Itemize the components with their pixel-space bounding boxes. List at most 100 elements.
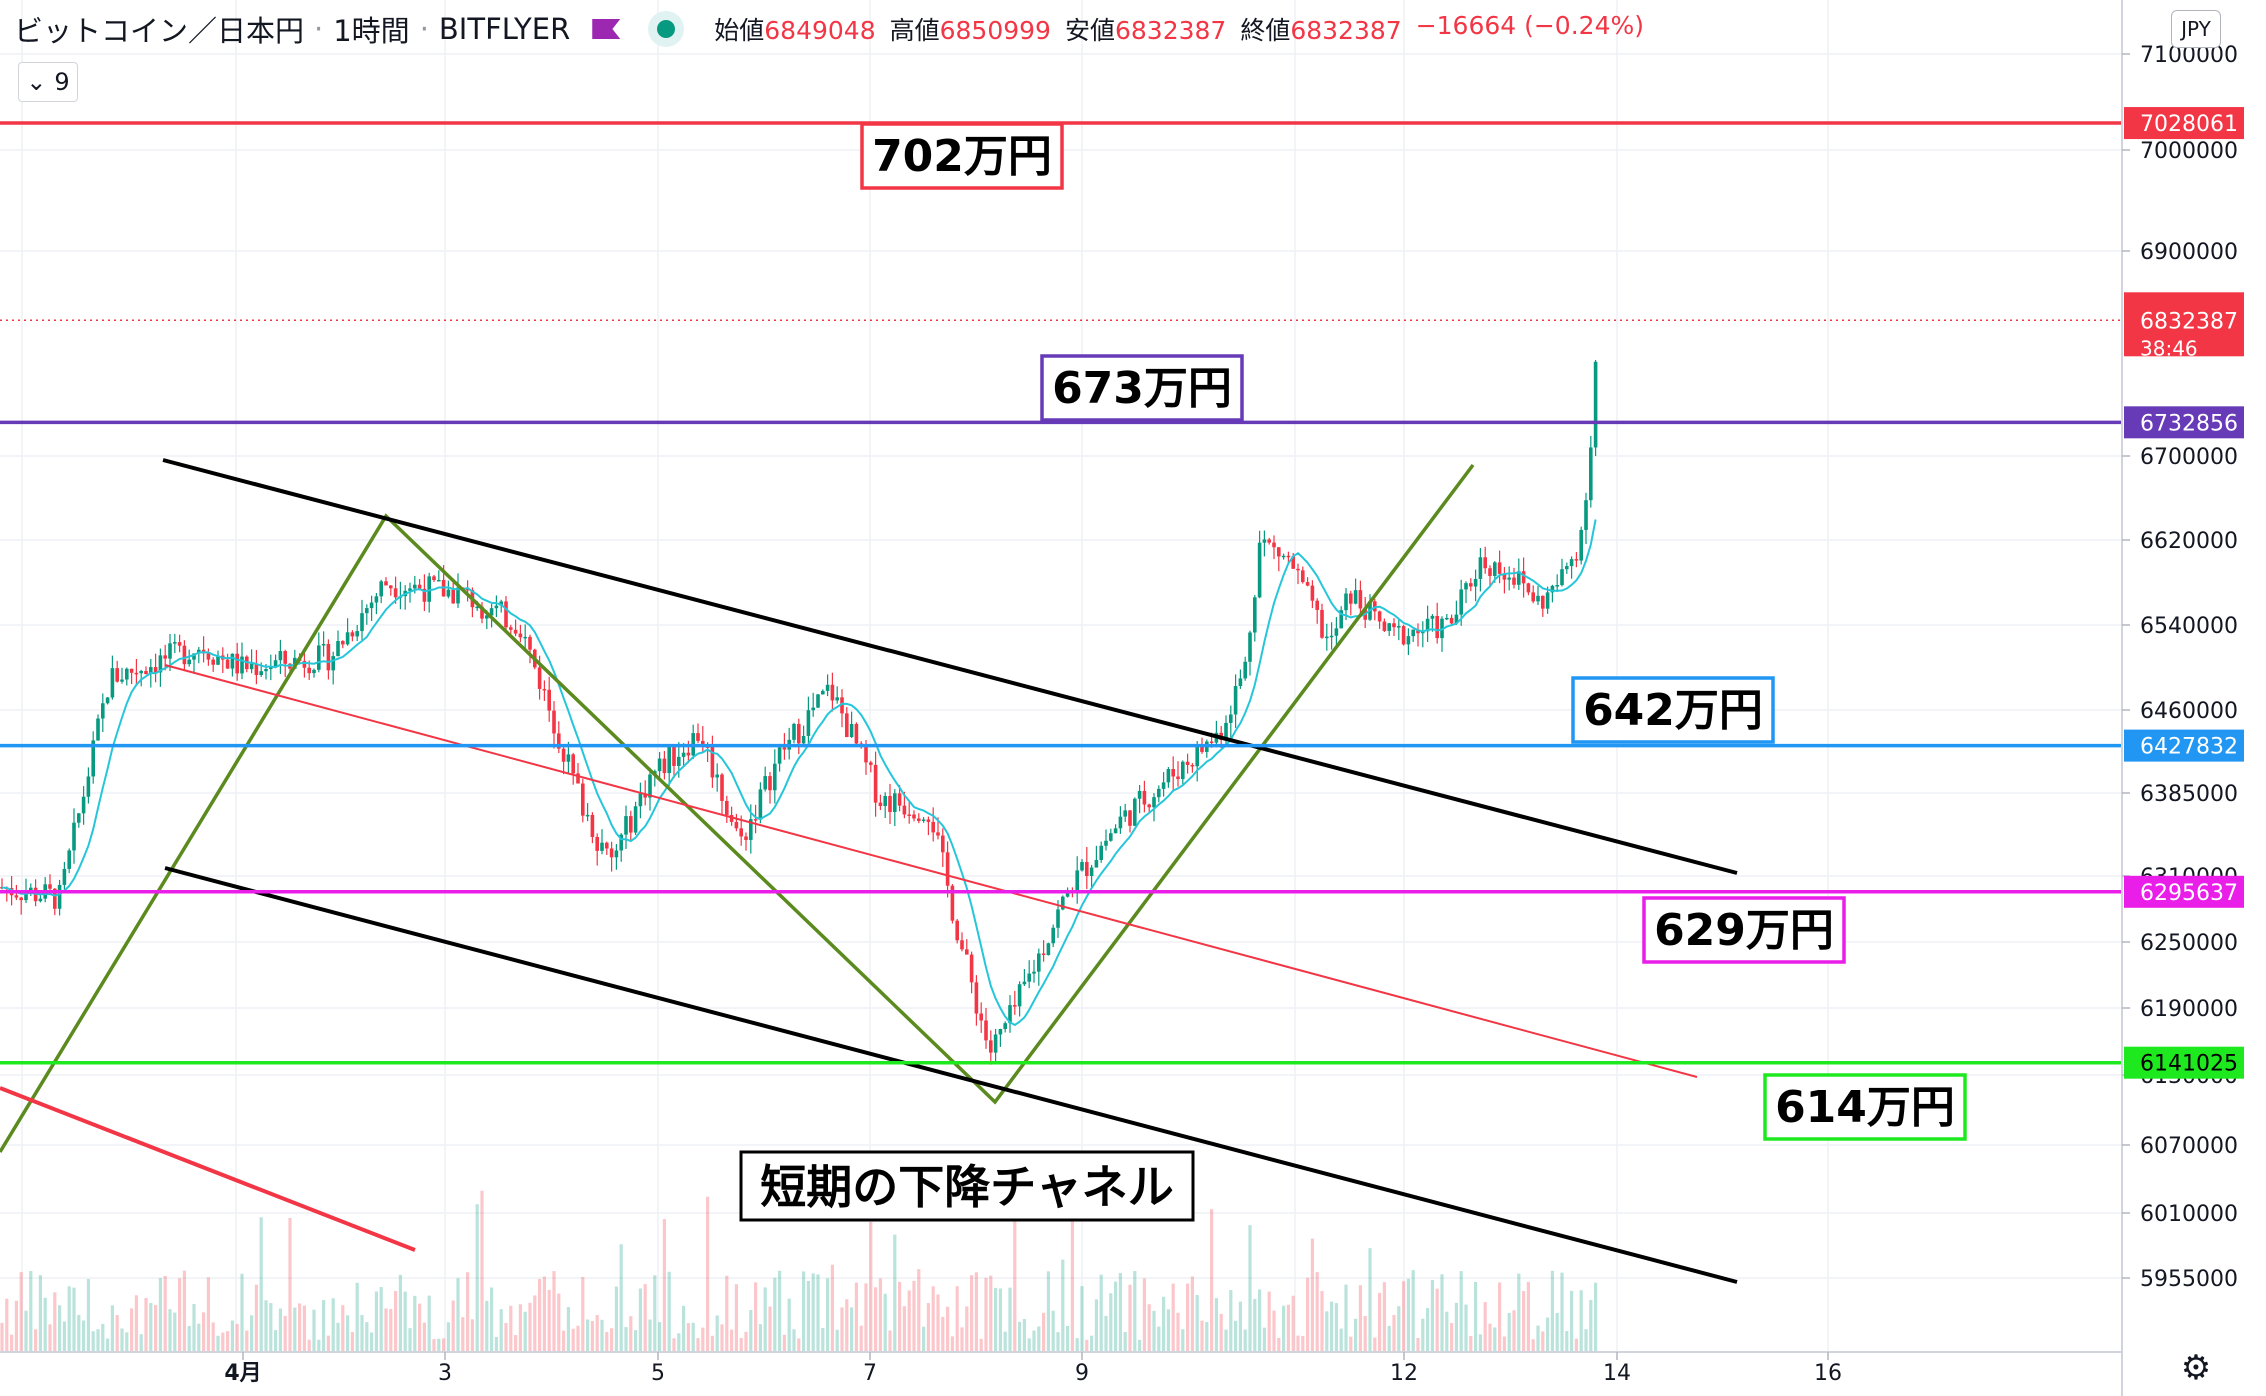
candle-body-168 — [806, 710, 811, 736]
volume-bar-318 — [1526, 1281, 1530, 1352]
volume-bar-90 — [432, 1339, 436, 1352]
volume-bar-328 — [1574, 1338, 1578, 1352]
candle-body-246 — [1181, 761, 1185, 780]
candle-body-87 — [417, 584, 422, 589]
level-box-label-4: 614万円 — [1775, 1082, 1955, 1133]
volume-bar-212 — [1018, 1321, 1022, 1352]
flag-icon[interactable] — [592, 19, 621, 39]
candle-body-320 — [1536, 595, 1540, 602]
candle-body-180 — [864, 744, 868, 763]
interval-label[interactable]: 1時間 — [333, 14, 410, 48]
candle-body-170 — [816, 694, 820, 708]
candle-body-311 — [1493, 562, 1497, 576]
candle-body-162 — [777, 747, 782, 764]
volume-bar-26 — [125, 1332, 129, 1352]
currency-button[interactable]: JPY — [2171, 10, 2221, 48]
volume-bar-36 — [173, 1312, 177, 1352]
candle-body-143 — [686, 752, 691, 756]
candle-body-163 — [782, 747, 787, 750]
volume-bar-133 — [638, 1288, 642, 1352]
candle-body-233 — [1118, 816, 1123, 829]
volume-bar-8 — [38, 1275, 42, 1352]
volume-bar-281 — [1349, 1336, 1353, 1352]
candle-body-292 — [1401, 626, 1406, 645]
candle-body-321 — [1541, 595, 1545, 609]
level-price-tag-0 — [2124, 107, 2244, 140]
candle-body-199 — [955, 920, 959, 941]
volume-bar-19 — [91, 1331, 95, 1352]
volume-bar-54 — [259, 1217, 263, 1352]
level-price-tag-4 — [2124, 1046, 2244, 1079]
candle-body-108 — [518, 633, 523, 638]
volume-bar-65 — [312, 1309, 316, 1352]
candle-body-89 — [427, 576, 431, 602]
candle-body-77 — [369, 602, 374, 609]
volume-bar-135 — [648, 1319, 652, 1352]
candle-body-266 — [1277, 547, 1281, 557]
volume-bar-143 — [686, 1323, 690, 1352]
volume-bar-216 — [1037, 1326, 1041, 1352]
candle-body-294 — [1411, 629, 1415, 637]
volume-bar-233 — [1118, 1272, 1122, 1352]
channel-lower-line — [164, 866, 1738, 1284]
volume-bar-325 — [1560, 1272, 1564, 1352]
indicators-toggle-button[interactable]: ⌄ 9 — [18, 62, 78, 102]
candle-body-152 — [729, 815, 734, 822]
volume-bar-331 — [1589, 1300, 1593, 1352]
volume-bar-142 — [682, 1305, 686, 1352]
candle-body-304 — [1459, 589, 1463, 615]
candle-body-23 — [110, 668, 115, 698]
candle-body-229 — [1099, 845, 1103, 860]
volume-bar-154 — [739, 1338, 743, 1352]
time-axis[interactable]: 4月 3 5 7 9 12 14 16 — [0, 1351, 2122, 1386]
volume-bar-222 — [1066, 1325, 1070, 1352]
volume-bar-32 — [154, 1305, 158, 1352]
price-axis[interactable]: 7100000700000069000006700000662000065400… — [2121, 0, 2244, 1396]
volume-bar-186 — [893, 1234, 897, 1352]
candle-body-315 — [1512, 577, 1516, 585]
volume-bar-49 — [235, 1323, 239, 1352]
candle-body-226 — [1085, 862, 1089, 877]
candle-body-305 — [1464, 583, 1468, 590]
candle-body-248 — [1190, 764, 1195, 767]
volume-bar-303 — [1454, 1302, 1458, 1352]
volume-bar-255 — [1224, 1329, 1228, 1352]
volume-bar-314 — [1507, 1313, 1511, 1352]
volume-bar-25 — [120, 1328, 124, 1352]
volume-bar-97 — [466, 1272, 470, 1352]
chart-grid — [0, 0, 2122, 1352]
level-price-tag-label-0: 7028061 — [2140, 112, 2238, 137]
volume-bar-261 — [1253, 1298, 1257, 1352]
candle-body-15 — [72, 822, 76, 851]
candle-body-268 — [1286, 555, 1291, 558]
candle-body-131 — [629, 816, 633, 833]
candle-body-149 — [715, 774, 719, 778]
volume-bar-99 — [475, 1204, 479, 1352]
volume-bar-91 — [437, 1338, 441, 1352]
volume-bar-147 — [706, 1196, 710, 1352]
gear-icon[interactable]: ⚙ — [2180, 1348, 2212, 1388]
volume-bar-150 — [720, 1324, 724, 1352]
candle-body-35 — [168, 643, 172, 659]
volume-bar-41 — [197, 1323, 201, 1352]
market-status-icon[interactable] — [648, 11, 685, 47]
volume-bar-58 — [278, 1308, 282, 1352]
candle-body-71 — [341, 641, 345, 645]
candle-body-287 — [1377, 611, 1382, 622]
candle-body-50 — [240, 656, 244, 674]
volume-bar-198 — [950, 1336, 954, 1352]
volume-bar-137 — [658, 1322, 662, 1352]
volume-bar-109 — [523, 1311, 527, 1352]
volume-bar-323 — [1550, 1270, 1554, 1352]
volume-bar-139 — [667, 1271, 671, 1352]
volume-bar-75 — [360, 1314, 364, 1352]
volume-bar-209 — [1003, 1331, 1007, 1352]
annotation-box — [739, 1150, 1195, 1222]
level-box-1 — [1040, 354, 1244, 422]
symbol-name[interactable]: ビットコイン／日本円 — [14, 14, 305, 48]
volume-bar-241 — [1157, 1326, 1161, 1352]
candle-body-204 — [979, 1013, 983, 1021]
volume-bar-269 — [1291, 1295, 1295, 1352]
candle-body-140 — [672, 746, 676, 766]
